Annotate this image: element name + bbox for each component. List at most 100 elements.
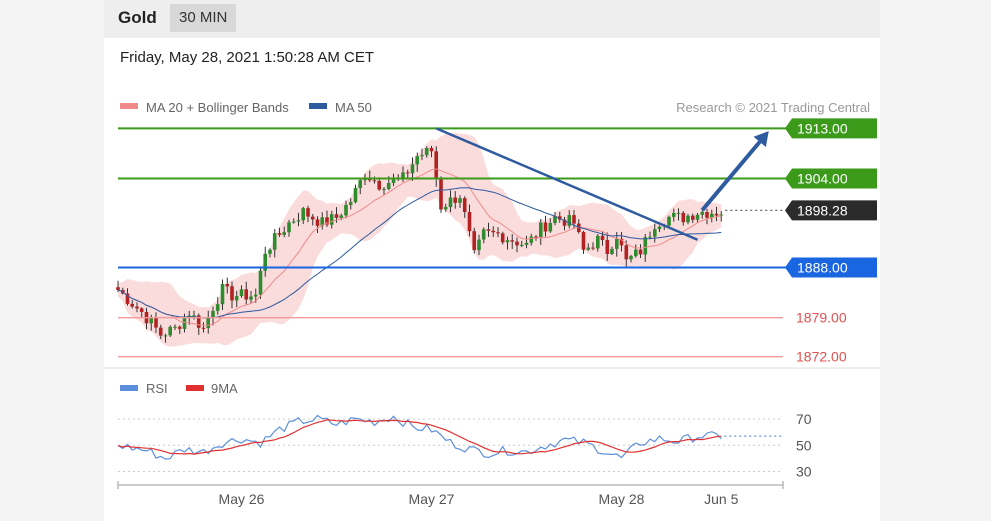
candle-body xyxy=(391,178,396,183)
timeframe-badge[interactable]: 30 MIN xyxy=(170,4,237,32)
candle-body xyxy=(458,198,462,203)
candle-body xyxy=(405,172,410,174)
candle-body xyxy=(591,247,595,249)
candle-body xyxy=(244,289,248,300)
rsi-tick-label: 30 xyxy=(796,463,812,479)
candle-body xyxy=(320,217,324,226)
candle-body xyxy=(420,155,424,157)
legend-9ma-swatch xyxy=(186,385,204,391)
candle-body xyxy=(353,188,358,203)
candle-body xyxy=(249,296,253,300)
rsi-tick-label: 50 xyxy=(796,437,812,453)
level-label: 1888.00 xyxy=(797,260,848,276)
candle-body xyxy=(681,212,686,223)
candle-body xyxy=(624,245,629,260)
x-tick-label: May 28 xyxy=(599,491,645,507)
candle-body xyxy=(619,238,624,246)
candle-body xyxy=(401,172,405,178)
chart-card xyxy=(104,0,880,521)
candle-body xyxy=(306,208,310,217)
legend-ma50-swatch xyxy=(309,103,327,109)
candle-body xyxy=(439,179,443,210)
candle-body xyxy=(700,212,705,215)
candle-body xyxy=(705,212,709,218)
candle-body xyxy=(443,207,448,210)
candle-body xyxy=(410,164,415,174)
candle-body xyxy=(116,287,120,290)
candle-body xyxy=(139,308,144,312)
candle-body xyxy=(600,235,605,240)
candle-body xyxy=(149,318,153,324)
candle-body xyxy=(562,219,567,226)
candle-body xyxy=(548,223,553,232)
candle-body xyxy=(268,249,272,254)
candle-body xyxy=(211,310,215,318)
candle-body xyxy=(263,253,267,271)
candle-body xyxy=(334,214,339,218)
candle-body xyxy=(344,204,348,216)
x-tick-label: May 27 xyxy=(409,491,455,507)
x-tick-label: Jun 5 xyxy=(704,491,738,507)
candle-body xyxy=(230,286,234,301)
candle-body xyxy=(310,216,315,220)
ma50-line xyxy=(117,187,722,319)
candle-body xyxy=(534,236,538,238)
candle-body xyxy=(177,326,182,329)
candle-body xyxy=(714,213,719,216)
candle-body xyxy=(638,249,643,255)
candle-body xyxy=(539,222,543,238)
candle-body xyxy=(415,156,419,165)
candle-body xyxy=(672,213,676,217)
candle-body xyxy=(629,256,633,260)
levels-layer: 1913.00 1904.00 1898.28 1888.00 1879.00 1872.… xyxy=(118,118,877,365)
candle-body xyxy=(130,303,134,307)
candle-body xyxy=(481,229,486,240)
candle-body xyxy=(377,181,381,190)
candle-body xyxy=(163,335,168,337)
trend-line xyxy=(435,127,698,241)
level-label: 1872.00 xyxy=(796,349,847,365)
legend-rsi-label: RSI xyxy=(146,381,168,396)
candle-body xyxy=(168,326,172,336)
candle-body xyxy=(277,233,282,235)
instrument-title: Gold xyxy=(118,8,157,27)
rsi-line xyxy=(117,414,722,460)
candle-body xyxy=(467,212,472,232)
copyright-text: Research © 2021 Trading Central xyxy=(676,100,870,115)
timestamp: Friday, May 28, 2021 1:50:28 AM CET xyxy=(120,49,375,66)
candle-body xyxy=(505,240,510,243)
candle-body xyxy=(510,240,514,242)
candle-body xyxy=(154,318,158,328)
candle-body xyxy=(648,236,652,238)
candle-body xyxy=(386,183,391,189)
candle-body xyxy=(135,306,139,309)
candle-body xyxy=(676,212,681,214)
candle-body xyxy=(291,221,296,223)
legend-rsi-swatch xyxy=(120,385,138,391)
candle-body xyxy=(515,241,519,246)
candle-body xyxy=(491,230,495,233)
candle-body xyxy=(348,202,353,205)
candle-body xyxy=(710,213,714,218)
candle-body xyxy=(325,217,329,225)
candle-body xyxy=(287,222,291,233)
candle-body xyxy=(372,180,377,182)
level-tag xyxy=(785,118,877,139)
legend-ma20-swatch xyxy=(120,103,138,109)
candle-body xyxy=(634,249,638,257)
candle-body xyxy=(686,215,690,223)
candle-body xyxy=(610,248,614,254)
level-label: 1913.00 xyxy=(797,120,848,136)
candle-body xyxy=(272,233,277,250)
rsi-plot: 70 50 30 xyxy=(117,411,812,479)
candle-body xyxy=(220,284,225,305)
ma20-line xyxy=(117,168,722,326)
x-tick-label: May 26 xyxy=(219,491,265,507)
candle-body xyxy=(691,215,695,220)
candle-body xyxy=(182,317,187,329)
candle-body xyxy=(572,215,576,224)
candle-body xyxy=(296,220,301,222)
candle-body xyxy=(553,216,557,223)
candle-body xyxy=(667,216,671,226)
candle-body xyxy=(339,215,343,218)
